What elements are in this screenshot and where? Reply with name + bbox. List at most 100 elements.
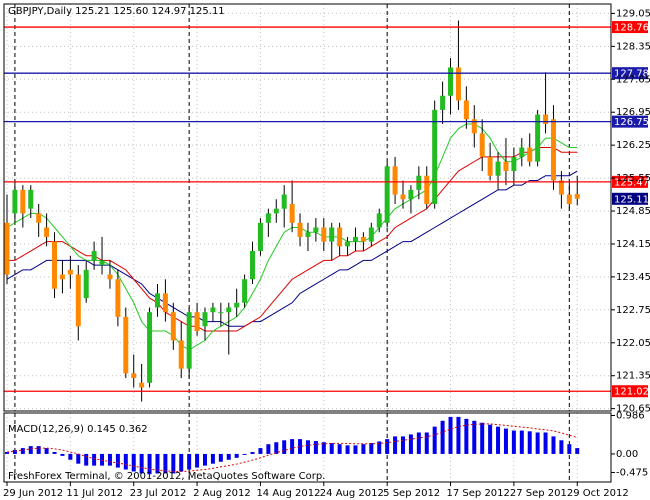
bullish-candle <box>519 147 525 157</box>
candlesticks <box>4 20 580 402</box>
macd-bar <box>155 453 160 474</box>
macd-tick-label: -0.475 <box>616 467 648 478</box>
macd-bar <box>551 436 556 454</box>
macd-label: MACD(12,26,9) 0.145 0.362 <box>8 424 148 435</box>
bullish-candle <box>305 232 311 237</box>
bullish-candle <box>273 208 279 214</box>
macd-bar <box>496 426 501 454</box>
price-level-tag <box>612 385 648 398</box>
bearish-candle <box>131 373 137 379</box>
macd-bar <box>440 420 445 454</box>
bearish-candle <box>400 194 406 200</box>
macd-bar <box>20 448 25 454</box>
macd-bar <box>511 430 516 454</box>
macd-bar <box>488 424 493 454</box>
bullish-candle <box>28 189 34 209</box>
bullish-candle <box>234 302 240 308</box>
bearish-candle <box>360 236 366 242</box>
macd-bar <box>567 444 572 454</box>
bearish-candle <box>566 194 572 204</box>
bullish-candle <box>535 114 541 162</box>
bearish-candle <box>75 274 81 327</box>
bearish-candle <box>574 194 580 199</box>
macd-bar <box>353 445 358 454</box>
bearish-candle <box>36 213 42 223</box>
macd-bar <box>274 442 279 454</box>
last-price-tag <box>612 192 648 205</box>
time-tick-label: 27 Sep 2012 <box>510 488 573 499</box>
price-level-tag <box>612 67 648 80</box>
macd-bar <box>171 453 176 474</box>
macd-bar <box>163 453 168 474</box>
bullish-candle <box>352 236 358 242</box>
price-level-label: 127.78 <box>614 69 649 80</box>
macd-bar <box>250 451 255 454</box>
copyright-footer: FreshForex Terminal, © 2001-2012, MetaQu… <box>8 471 325 482</box>
macd-bar <box>290 439 295 454</box>
bullish-candle <box>154 293 160 308</box>
macd-bar <box>234 453 239 458</box>
macd-bar <box>448 416 453 454</box>
bearish-candle <box>123 316 129 374</box>
bullish-candle <box>265 213 271 223</box>
macd-panel-border <box>3 412 612 483</box>
macd-tick-label: 0.986 <box>616 410 645 421</box>
bearish-candle <box>194 312 200 332</box>
bullish-candle <box>250 251 256 280</box>
bullish-candle <box>91 251 97 261</box>
macd-bar <box>464 418 469 454</box>
price-level-label: 126.75 <box>614 117 649 128</box>
macd-bar <box>401 436 405 454</box>
macd-bar <box>203 453 207 466</box>
bullish-candle <box>202 312 208 327</box>
macd-bar <box>337 444 342 454</box>
bearish-candle <box>107 274 113 280</box>
macd-bar <box>179 453 184 472</box>
macd-bar <box>44 448 49 454</box>
bullish-candle <box>495 161 501 176</box>
bullish-candle <box>345 241 351 247</box>
macd-signal-line <box>6 423 578 472</box>
macd-bar <box>313 441 318 454</box>
bearish-candle <box>424 175 430 204</box>
bullish-candle <box>99 260 105 266</box>
bearish-candle <box>471 119 477 134</box>
bullish-candle <box>147 312 153 383</box>
macd-bar <box>210 453 215 464</box>
macd-bar <box>187 453 192 470</box>
bearish-candle <box>392 166 398 195</box>
bearish-candle <box>321 227 327 242</box>
symbol-header: GBPJPY,Daily 125.21 125.60 124.97 125.11 <box>8 6 225 17</box>
macd-bar <box>559 440 564 454</box>
price-tick-label: 123.45 <box>616 272 650 283</box>
macd-bar <box>52 451 57 454</box>
macd-bar <box>503 428 508 454</box>
bearish-candle <box>289 203 295 223</box>
bullish-candle <box>281 194 287 209</box>
macd-bar <box>123 453 128 470</box>
bullish-candle <box>83 269 89 299</box>
bearish-candle <box>59 274 65 280</box>
price-level-tag <box>612 115 648 128</box>
bullish-candle <box>313 227 319 233</box>
macd-bar <box>575 448 580 454</box>
macd-bar <box>36 446 41 454</box>
macd-bar <box>12 450 17 454</box>
bearish-candle <box>550 119 556 181</box>
time-tick-label: 17 Sep 2012 <box>447 488 510 499</box>
macd-bar <box>226 453 231 460</box>
horizontal-levels: 128.76 127.78 126.75 125.47 121.02 125.11 <box>4 21 649 398</box>
bearish-candle <box>479 133 485 157</box>
macd-bar <box>92 453 97 466</box>
bullish-candle <box>186 312 192 369</box>
bearish-candle <box>162 293 168 313</box>
bullish-candle <box>416 175 422 190</box>
macd-bar <box>329 443 334 454</box>
macd-bar <box>258 448 263 454</box>
price-tick-label: 127.65 <box>616 74 650 85</box>
time-tick-label: 5 Sep 2012 <box>383 488 440 499</box>
bearish-candle <box>4 222 10 275</box>
macd-bar <box>432 426 437 454</box>
macd-bar <box>385 439 390 454</box>
